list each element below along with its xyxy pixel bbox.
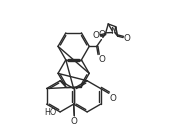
Text: O: O [109, 94, 116, 103]
Text: N: N [110, 27, 117, 36]
Text: O: O [99, 30, 106, 39]
Text: O: O [71, 117, 78, 126]
Text: O: O [124, 34, 131, 43]
Text: HO: HO [45, 108, 57, 117]
Text: O: O [98, 55, 105, 64]
Text: O: O [92, 31, 99, 40]
